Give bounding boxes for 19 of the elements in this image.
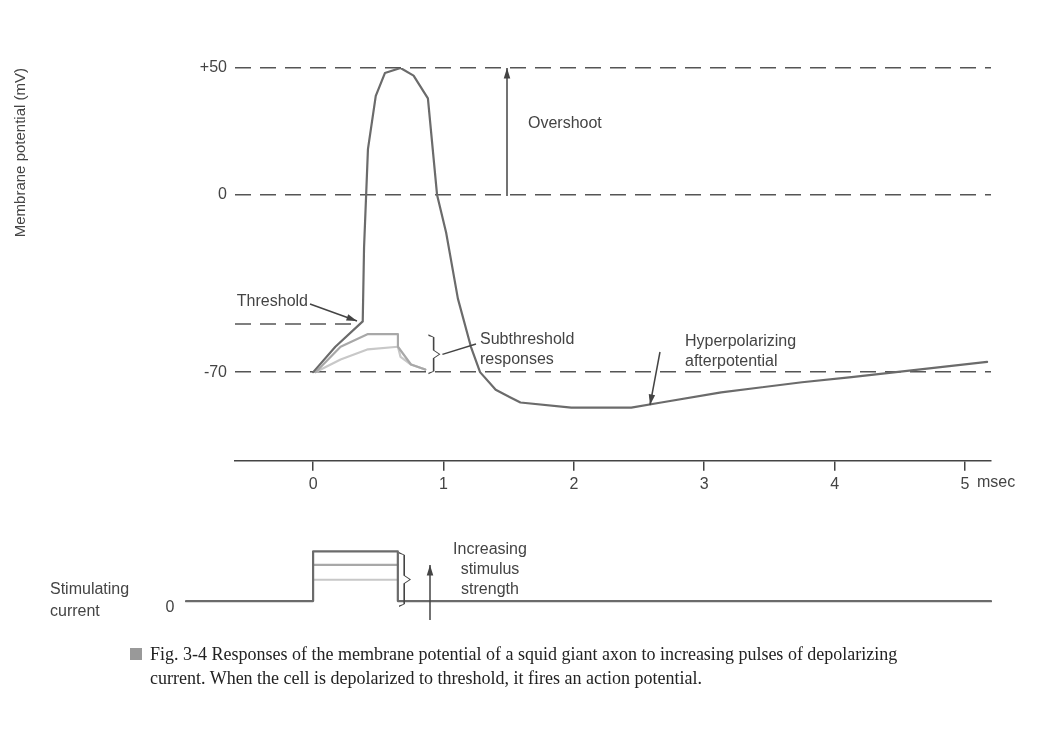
annotation: Overshoot: [528, 114, 603, 132]
annotation: Increasing stimulus strength: [453, 540, 527, 598]
ref-line-label: Threshold: [236, 292, 308, 310]
x-tick-label: 4: [830, 474, 840, 492]
annotation: Hyperpolarizing afterpotential: [685, 332, 797, 370]
y-tick-label: +50: [199, 58, 228, 76]
y-tick-label: 0: [218, 185, 228, 203]
y-axis-title: Stimulating current: [50, 580, 130, 620]
x-tick-label: 2: [569, 474, 579, 492]
x-tick-label: 5: [960, 474, 970, 492]
x-tick-label: 1: [439, 474, 449, 492]
x-tick-label: 0: [308, 474, 318, 492]
x-tick-label: 3: [699, 474, 709, 492]
annotation: Subthreshold responses: [480, 330, 575, 368]
annotation: 0: [165, 598, 175, 616]
caption: Fig. 3-4 Responses of the membrane potential of a squid giant axon to increasing pulses of depolarizing current. When the cell is depolarized to threshold, it fires an action potential.: [150, 643, 899, 690]
y-axis-title: Membrane potential (mV): [11, 68, 29, 238]
y-tick-label: -70: [203, 362, 228, 380]
x-axis-title: msec: [976, 473, 1016, 491]
